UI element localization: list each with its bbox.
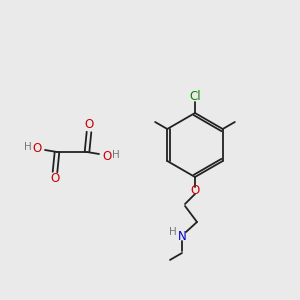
Text: Cl: Cl (189, 91, 201, 103)
Text: H: H (112, 150, 120, 160)
Text: O: O (32, 142, 42, 154)
Text: H: H (24, 142, 32, 152)
Text: O: O (50, 172, 60, 185)
Text: O: O (84, 118, 94, 131)
Text: N: N (178, 230, 186, 242)
Text: O: O (190, 184, 200, 196)
Text: O: O (102, 149, 112, 163)
Text: H: H (169, 227, 177, 237)
